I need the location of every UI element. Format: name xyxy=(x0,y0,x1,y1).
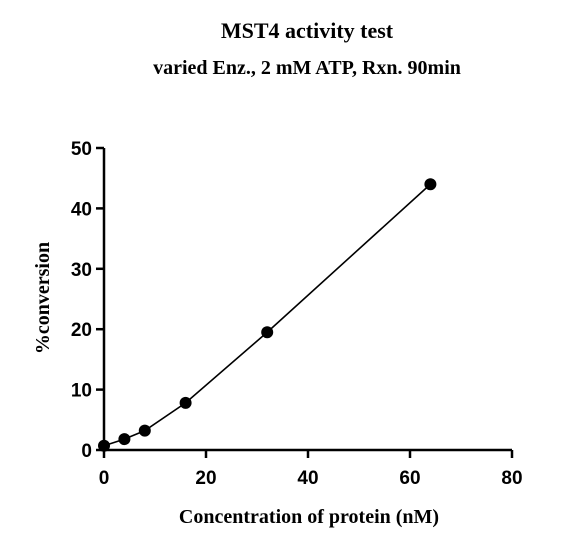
x-tick-label: 0 xyxy=(99,468,110,489)
data-point xyxy=(261,326,274,339)
chart-title: MST4 activity test xyxy=(221,18,394,43)
y-tick-label: 20 xyxy=(71,320,92,341)
y-tick-label: 0 xyxy=(81,441,92,462)
data-point xyxy=(118,433,131,446)
y-axis-label: %conversion xyxy=(32,242,54,354)
x-tick-label: 60 xyxy=(399,468,420,489)
axes xyxy=(102,148,512,452)
data-point xyxy=(138,424,151,437)
x-tick-label: 80 xyxy=(501,468,522,489)
y-tick-label: 50 xyxy=(71,139,92,160)
y-ticks: 0 10 20 30 40 50 xyxy=(71,139,104,462)
y-tick-label: 40 xyxy=(71,199,92,220)
data-point xyxy=(98,439,110,452)
x-tick-label: 20 xyxy=(195,468,216,489)
x-tick-label: 40 xyxy=(297,468,318,489)
y-tick-label: 30 xyxy=(71,260,92,281)
y-tick-label: 10 xyxy=(71,381,92,402)
series-line xyxy=(103,183,431,447)
x-ticks: 0 20 40 60 80 xyxy=(99,450,523,489)
data-point xyxy=(424,178,437,191)
series-layer xyxy=(98,178,437,452)
x-axis-label: Concentration of protein (nM) xyxy=(179,506,439,528)
data-point xyxy=(179,396,192,409)
chart-subtitle: varied Enz., 2 mM ATP, Rxn. 90min xyxy=(153,57,461,79)
